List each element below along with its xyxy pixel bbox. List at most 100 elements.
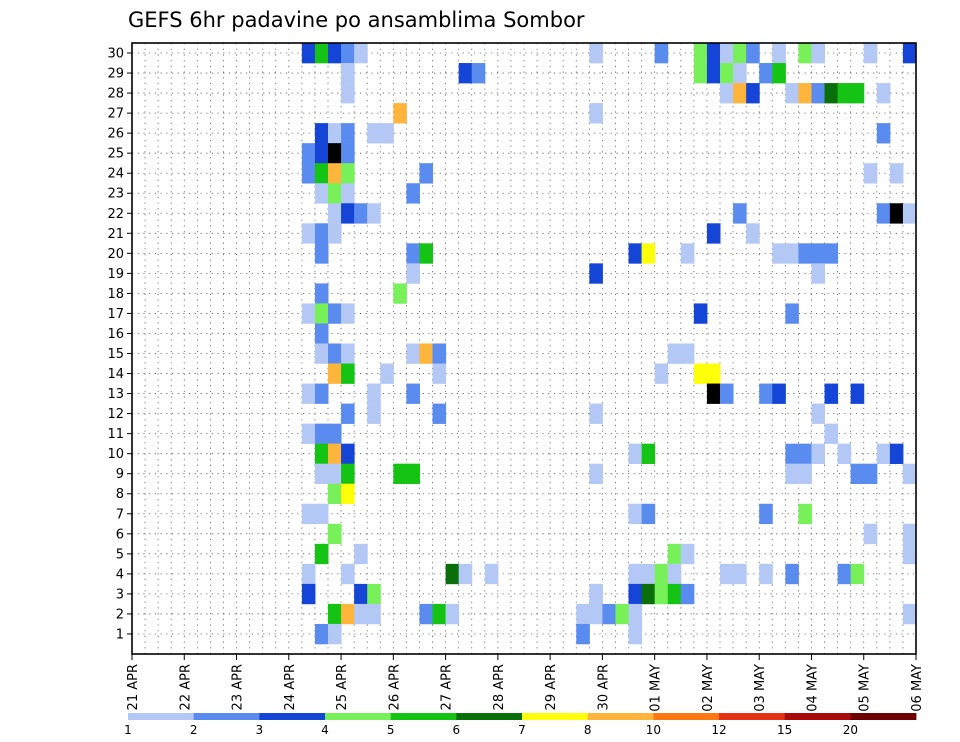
x-tick-label: 03 MAY [753, 664, 768, 712]
precip-cell [354, 603, 368, 625]
colorbar-label: 20 [843, 723, 858, 737]
precip-cell [746, 83, 760, 104]
precip-cell [419, 603, 434, 625]
precip-cell [314, 303, 329, 324]
precip-cell [380, 123, 394, 144]
x-tick-label: 01 MAY [649, 664, 664, 712]
precip-cell [458, 563, 473, 585]
precip-cell [889, 203, 904, 224]
precip-cell [301, 383, 316, 404]
precip-cell [759, 63, 773, 84]
precip-cell [328, 303, 342, 324]
x-tick-label: 27 APR [440, 664, 455, 710]
precip-cell [680, 583, 695, 605]
precip-cell [328, 123, 342, 144]
y-tick-label: 9 [116, 467, 124, 482]
precip-cell [341, 123, 355, 144]
precip-cell [876, 83, 891, 104]
precip-cell [706, 63, 721, 84]
precip-cell [863, 43, 878, 64]
precip-cell [301, 563, 316, 585]
precip-cell [798, 503, 812, 525]
precip-cell [471, 63, 486, 84]
precip-cell [341, 363, 355, 384]
precip-cell [824, 83, 839, 104]
precip-cell [301, 143, 316, 164]
precip-cell [654, 583, 669, 605]
precip-cell [445, 563, 460, 585]
precip-cell [733, 83, 747, 104]
grid-lines [132, 43, 916, 654]
precip-cell [328, 343, 342, 364]
precip-cell [876, 203, 891, 224]
precip-cell [902, 463, 916, 485]
precip-cell [341, 303, 355, 324]
precip-cell [902, 43, 916, 64]
precip-cell [902, 523, 916, 545]
precip-cell [589, 43, 603, 64]
precip-cell [667, 543, 682, 565]
precip-cell [772, 63, 786, 84]
precip-cell [706, 363, 721, 384]
precip-cell [314, 163, 329, 184]
precip-cell [680, 243, 695, 264]
precip-cell [328, 143, 342, 164]
x-tick-label: 06 MAY [910, 664, 925, 712]
precip-cell [902, 203, 916, 224]
precip-cell [706, 43, 721, 64]
precip-cell [458, 63, 473, 84]
precip-cell [328, 463, 342, 485]
plot-frame [131, 42, 917, 655]
precip-cell [811, 403, 826, 424]
colorbar-swatch [456, 713, 523, 720]
precip-cell [314, 323, 329, 344]
precip-cell [785, 563, 799, 585]
precip-cell [301, 163, 316, 184]
precip-cell [602, 603, 616, 625]
precip-cell [314, 503, 329, 525]
precip-cell [314, 243, 329, 264]
precip-cell [341, 143, 355, 164]
precip-cell [693, 63, 708, 84]
precip-cell [314, 223, 329, 244]
precip-cell [341, 603, 355, 625]
precip-cell [314, 43, 329, 64]
precip-cell [641, 443, 656, 464]
precip-cell [301, 423, 316, 444]
precip-cell [798, 243, 812, 264]
x-tick-label: 21 APR [126, 664, 141, 710]
precip-cell [419, 163, 434, 184]
y-axis-ticks: 1234567891011121314151617181920212223242… [107, 47, 132, 642]
precip-cell [367, 403, 381, 424]
precip-cell [759, 383, 773, 404]
precip-cell [484, 563, 499, 585]
colorbar-swatch [128, 713, 195, 720]
precip-cell [706, 223, 721, 244]
precip-cell [850, 383, 865, 404]
precip-cell [301, 503, 316, 525]
precip-cell [837, 83, 852, 104]
colorbar-label: 12 [711, 723, 726, 737]
colorbar-swatch [522, 713, 589, 720]
x-tick-label: 25 APR [335, 664, 350, 710]
precip-cell [667, 563, 682, 585]
precip-cell [419, 343, 434, 364]
colorbar-swatch [390, 713, 457, 720]
colorbar-label: 5 [387, 723, 395, 737]
precip-cell [693, 363, 708, 384]
precip-cell [328, 163, 342, 184]
precip-cell [641, 563, 656, 585]
x-tick-label: 02 MAY [701, 664, 716, 712]
y-tick-label: 25 [107, 147, 124, 162]
precip-cell [354, 203, 368, 224]
colorbar-label: 6 [453, 723, 461, 737]
precip-cell [367, 603, 381, 625]
y-tick-label: 16 [107, 327, 124, 342]
precip-cell [628, 583, 643, 605]
x-tick-label: 05 MAY [858, 664, 873, 712]
precip-cell [720, 63, 734, 84]
colorbar-label: 1 [124, 723, 132, 737]
y-tick-label: 29 [107, 67, 124, 82]
precip-cell [301, 583, 316, 605]
colorbar-swatch [325, 713, 392, 720]
